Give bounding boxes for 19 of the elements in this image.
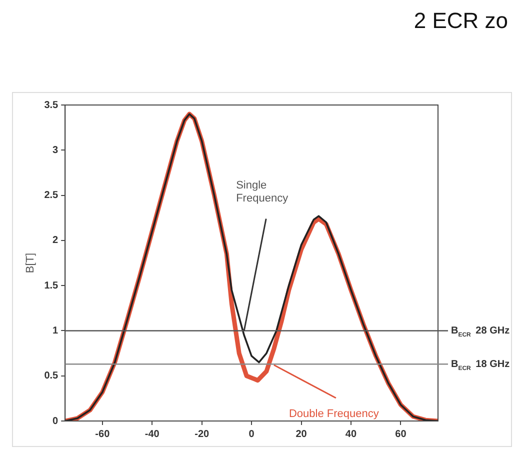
x-tick-label: 0 (248, 428, 255, 440)
annotation: Double Frequency (288, 408, 380, 420)
annotation: Single Frequency (236, 180, 289, 205)
y-tick-label: 3.5 (44, 100, 59, 111)
y-tick-label: 0.5 (44, 370, 59, 382)
y-axis-title: B[T] (24, 252, 37, 274)
x-tick-label: 20 (296, 428, 308, 440)
y-tick-label: 2 (52, 235, 59, 246)
y-tick-label: 3 (52, 144, 59, 156)
chart-title: 2 ECR zo (414, 8, 508, 34)
x-tick-label: -40 (144, 428, 160, 440)
y-tick-label: 1 (52, 325, 59, 336)
x-tick-label: 60 (395, 428, 407, 440)
y-tick-label: 0 (52, 416, 59, 427)
x-tick-label: -60 (95, 428, 110, 440)
x-tick-label: 40 (345, 428, 357, 440)
y-tick-label: 1.5 (44, 280, 59, 292)
x-tick-label: -20 (194, 428, 210, 440)
y-tick-label: 2.5 (44, 190, 59, 202)
